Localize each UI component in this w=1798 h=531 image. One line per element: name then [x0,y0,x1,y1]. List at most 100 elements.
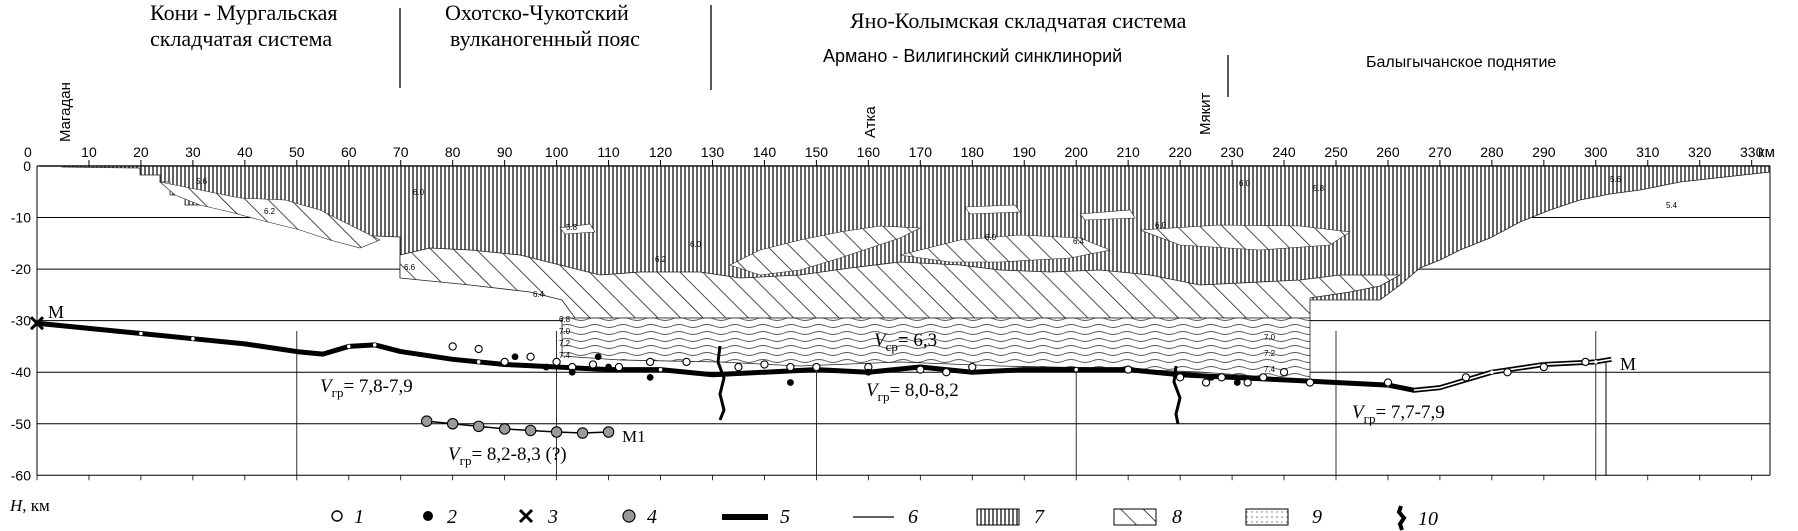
legend-symbol-10 [1396,505,1407,531]
point-type1 [1305,378,1315,387]
m1-marker [420,415,433,427]
point-type1 [474,344,483,354]
point-type1 [812,362,821,372]
legend-label-3: 3 [547,506,558,528]
y-tick-label: -20 [11,261,31,277]
region-koni-line1: Кони - Мургальская [150,0,337,25]
x-tick-label: 270 [1428,144,1452,160]
moho-dot [476,360,481,364]
moho-dot [139,331,143,336]
vel-label: 6.0 [985,233,997,242]
point-type1 [734,362,743,372]
legend-label-4: 4 [647,506,657,528]
x-tick-label: 30 [185,144,201,160]
point-type1 [1201,378,1211,387]
legend-label-9: 9 [1312,506,1322,528]
point-type1 [588,360,598,369]
point-type2 [1233,379,1241,386]
legend-label-8: 8 [1172,506,1182,528]
x-tick-label: 180 [961,144,985,160]
lens-gap-3 [559,223,596,235]
point-type2 [568,368,576,376]
point-type1 [1279,368,1289,377]
vel-label: 6.4 [1073,237,1085,246]
point-type1 [1503,368,1512,377]
vel-label: 7.2 [559,339,571,348]
vel-gr-a: Vгр= 7,8-7,9 [320,376,413,400]
vel-label: 7.4 [1264,365,1276,374]
vel-label: 6.2 [655,255,667,264]
legend-label-2: 2 [447,506,457,528]
velocity-labels: Vгр= 7,8-7,9 Vгр= 8,0-8,2 Vгр= 7,7-7,9 V… [320,330,1445,468]
vel-gr-c: Vгр= 7,7-7,9 [1352,402,1445,426]
place-names: Магадан Атка Мякит [57,82,1214,142]
point-type1 [526,352,535,361]
x-tick-label: 190 [1013,144,1037,160]
point-type1 [1383,378,1393,387]
y-tick-label: -30 [11,313,31,329]
x-tick-label: 20 [133,144,149,160]
point-type1 [1217,373,1226,382]
vel-label: 5.6 [1610,175,1622,184]
point-type1 [1259,373,1268,382]
crust-layers [40,165,1771,381]
x-tick-label: 220 [1168,144,1192,160]
legend-symbol-1 [331,510,343,522]
x-tick-label: 300 [1584,144,1608,160]
legend-label-10: 10 [1418,508,1438,530]
point-type1 [552,357,561,367]
legend-label-5: 5 [780,506,790,528]
x-tick-label: 170 [909,144,933,160]
layer-diag-lens1 [158,181,381,249]
velocity-small-labels: 5.6 6.0 6.2 6.6 6.4 5.8 6.0 6.2 6.0 6.4 … [196,175,1678,374]
vel-gr-d: Vгр= 8,2-8,3 (?) [448,444,567,468]
point-type1 [786,362,795,372]
moho-start-mark [29,316,45,331]
point-type1 [942,368,951,377]
point-type1 [968,362,977,372]
point-type2 [511,353,519,361]
point-type1 [682,357,691,367]
region-okhotsk-line2: вулканогенный пояс [450,26,640,51]
moho-dot [1594,360,1598,364]
vel-gr-b: Vгр= 8,0-8,2 [866,380,959,404]
point-type1 [1581,357,1590,367]
m1-marker [446,417,459,430]
m1-marker [576,427,589,439]
x-tick-label: 70 [393,144,409,160]
vel-cr-e: Vср= 6,3 [874,330,937,354]
moho-dot [1074,367,1078,372]
lens-gap-1 [964,204,1021,215]
vel-label: 6.0 [1155,221,1167,230]
point-type1 [1461,373,1471,382]
point-type2 [787,379,794,386]
x-tick-label: 100 [545,144,569,160]
layer-diag-lens2 [729,225,922,276]
x-tick-label: 40 [237,144,253,160]
points-type2 [511,353,1241,386]
region-okhotsk-line1: Охотско-Чукотский [445,0,629,25]
vel-label: 6.6 [404,263,416,272]
x-tick-label: 10 [81,144,97,160]
point-type1 [645,357,655,367]
vel-label: 6.4 [533,290,545,299]
x-tick-label: 50 [289,144,305,160]
m1-marker [602,426,615,438]
point-type2 [864,368,872,376]
place-magadan: Магадан [57,82,74,142]
layer-lower-crust-wave [561,317,1311,381]
legend-symbol-9 [1245,508,1289,526]
moho-label-right: M [1620,354,1636,374]
vel-label: 7.4 [559,351,571,360]
point-type1 [760,360,769,369]
x-tick-label: 110 [597,144,620,160]
point-type2 [594,353,602,361]
x-tick-label: 90 [497,144,513,160]
y-tick-label: -10 [11,210,31,226]
legend-symbol-2 [423,511,433,521]
moho-dot [658,367,663,372]
m1-marker [498,423,511,435]
region-balyg: Балыгычанское поднятие [1366,54,1556,71]
x-tick-label: 160 [857,144,881,160]
point-type2 [542,363,550,371]
